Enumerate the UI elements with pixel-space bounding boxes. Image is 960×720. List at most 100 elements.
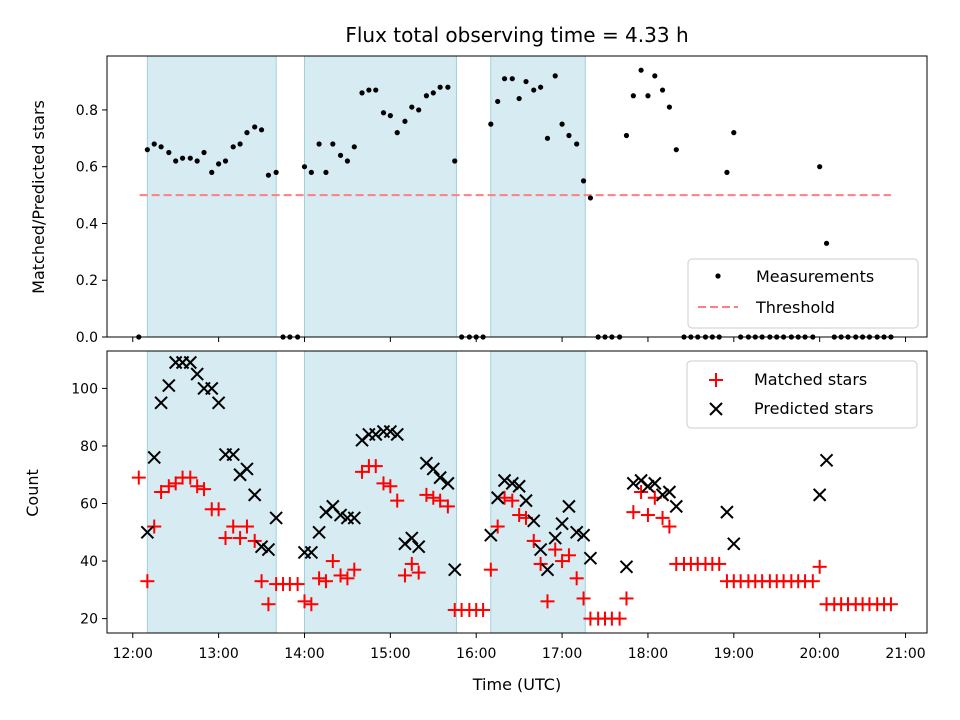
- measurement-point: [158, 144, 164, 150]
- x-marker-b: [505, 476, 519, 491]
- x-marker-b: [562, 499, 576, 514]
- predicted-star-point: [583, 551, 598, 565]
- measurement-point: [216, 161, 222, 167]
- x-tick-label: 19:00: [714, 646, 754, 662]
- x-marker-b: [484, 528, 498, 542]
- matched-star-point: [805, 574, 820, 589]
- measurement-point: [337, 152, 344, 158]
- bottom-x-ticks: 12:00 13:00 14:00 15:00 16:00 17:00 18:00 19:00…: [113, 633, 926, 662]
- x-tick-label: 15:00: [370, 646, 410, 662]
- measurement-point: [344, 158, 351, 164]
- matched-star-point: [131, 470, 146, 485]
- measurement-point: [144, 147, 150, 153]
- bottom-y-ticks: 20 40 60 80 100: [71, 381, 107, 628]
- matched-star-point: [490, 519, 505, 534]
- measurement-point: [244, 130, 250, 136]
- x-marker-b: [512, 479, 526, 493]
- x-marker-b: [162, 378, 176, 393]
- measurement-point: [544, 135, 551, 141]
- x-marker-b: [569, 525, 584, 539]
- matched-star-point: [140, 574, 155, 589]
- predicted-star-point: [533, 542, 548, 557]
- measurement-point: [423, 93, 430, 99]
- measurement-point: [574, 141, 580, 147]
- matched-star-point: [312, 571, 327, 586]
- predicted-star-point: [619, 560, 634, 574]
- predicted-star-point: [490, 491, 505, 505]
- predicted-star-point: [369, 427, 383, 442]
- measurement-point: [559, 121, 565, 127]
- predicted-star-point: [626, 476, 641, 491]
- x-marker-b: [441, 476, 455, 491]
- legend-measurements-marker: [715, 273, 721, 279]
- measurement-point: [265, 172, 272, 178]
- matched-star-point: [411, 565, 426, 580]
- matched-star-point: [247, 533, 262, 548]
- x-tick-label: 14:00: [284, 646, 324, 662]
- matched-star-point: [548, 542, 563, 557]
- chart-title: Flux total observing time = 4.33 h: [345, 23, 688, 47]
- legend-matched-label: Matched stars: [754, 370, 867, 389]
- x-marker-b: [247, 488, 262, 502]
- predicted-star-point: [484, 528, 498, 542]
- predicted-star-point: [497, 473, 512, 488]
- x-marker-b: [727, 537, 741, 551]
- predicted-star-point: [555, 516, 569, 531]
- measurement-point: [437, 84, 443, 90]
- predicted-star-point: [519, 493, 533, 508]
- measurement-point: [516, 95, 522, 102]
- measurement-point: [623, 132, 630, 139]
- predicted-star-point: [512, 479, 526, 493]
- matched-star-point: [812, 559, 827, 574]
- predicted-star-point: [304, 545, 319, 560]
- measurement-point: [194, 158, 200, 164]
- x-tick-label: 17:00: [542, 646, 582, 662]
- matched-star-point: [476, 602, 491, 617]
- matched-star-point: [211, 502, 226, 517]
- measurement-point: [523, 78, 529, 85]
- x-marker-b: [641, 479, 655, 493]
- predicted-star-point: [405, 531, 419, 545]
- x-marker-b: [211, 396, 226, 410]
- predicted-star-point: [183, 355, 197, 370]
- matched-star-point: [397, 568, 412, 583]
- top-legend: Measurements Threshold: [687, 258, 919, 329]
- x-tick-label: 16:00: [456, 646, 496, 662]
- matched-star-point: [619, 591, 634, 606]
- measurement-point: [538, 84, 544, 90]
- matched-star-point: [576, 591, 591, 606]
- matched-star-point: [426, 490, 441, 505]
- measurement-point: [330, 141, 336, 147]
- matched-star-point: [569, 571, 584, 586]
- predicted-star-point: [727, 537, 741, 551]
- measurement-point: [823, 240, 830, 246]
- x-marker-b: [326, 499, 340, 514]
- measurement-point: [316, 141, 322, 147]
- predicted-star-point: [269, 511, 283, 525]
- matched-star-point: [526, 533, 541, 548]
- matched-star-point: [325, 554, 340, 569]
- bottom-axes-frame: [106, 350, 928, 634]
- x-marker-b: [183, 355, 197, 370]
- predicted-star-point: [154, 396, 168, 410]
- x-marker-b: [383, 424, 398, 439]
- matched-star-point: [540, 594, 555, 609]
- predicted-star-point: [562, 499, 576, 514]
- matched-star-point: [497, 490, 512, 505]
- matched-star-point: [376, 476, 391, 491]
- matched-star-point: [218, 531, 233, 546]
- observing-band: [490, 350, 586, 634]
- x-marker-b: [347, 511, 361, 525]
- measurement-point: [659, 87, 666, 93]
- observing-intervals: [146, 350, 586, 634]
- predicted-star-point: [655, 488, 670, 502]
- observing-band: [490, 55, 586, 338]
- measurement-point: [187, 155, 193, 161]
- x-tick-label: 18:00: [628, 646, 668, 662]
- x-marker-b: [269, 511, 283, 525]
- legend-matched-marker: [709, 373, 723, 387]
- predicted-star-point: [333, 508, 348, 522]
- measurement-point: [252, 124, 258, 130]
- measurement-point: [351, 144, 357, 150]
- predicted-star-point: [261, 542, 276, 557]
